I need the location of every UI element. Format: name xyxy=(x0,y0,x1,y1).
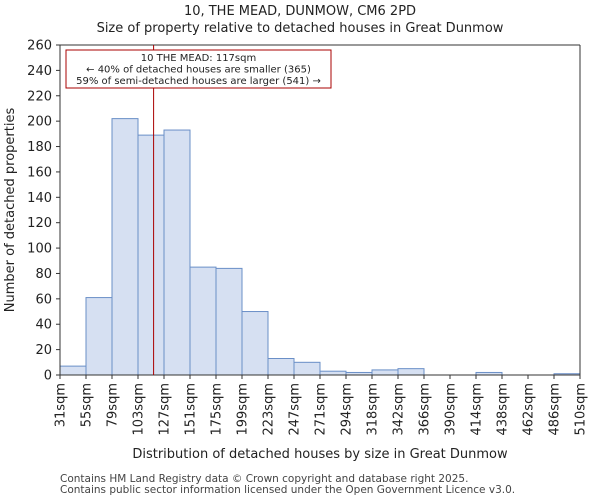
footer-copyright: Contains HM Land Registry data © Crown c… xyxy=(60,473,469,485)
y-tick-label: 100 xyxy=(27,242,52,257)
footer-licence: Contains public sector information licen… xyxy=(60,484,516,496)
bar-175sqm xyxy=(215,267,243,376)
x-tick-label: 510sqm xyxy=(574,383,589,436)
y-tick-label: 240 xyxy=(27,64,52,79)
x-tick-label: 366sqm xyxy=(418,383,433,436)
annotation-line-2: ← 40% of detached houses are smaller (36… xyxy=(86,65,311,76)
x-tick-label: 31sqm xyxy=(54,383,69,427)
y-tick-label: 160 xyxy=(27,165,52,180)
chart-title: 10, THE MEAD, DUNMOW, CM6 2PD xyxy=(183,4,417,19)
x-tick-label: 390sqm xyxy=(444,383,459,436)
x-tick-label: 55sqm xyxy=(80,383,95,427)
annotation-line-3: 59% of semi-detached houses are larger (… xyxy=(76,76,321,87)
bar-151sqm xyxy=(189,266,217,376)
y-tick-label: 140 xyxy=(27,191,52,206)
x-tick-label: 438sqm xyxy=(496,383,511,436)
y-tick-label: 220 xyxy=(27,89,52,104)
x-tick-label: 103sqm xyxy=(132,383,147,436)
annotation-box: 10 THE MEAD: 117sqm ← 40% of detached ho… xyxy=(65,49,332,89)
bar-79sqm xyxy=(111,118,139,376)
annotation-border xyxy=(65,49,332,89)
x-tick-label: 318sqm xyxy=(366,383,381,436)
y-tick-label: 260 xyxy=(27,39,52,54)
x-axis-label: Distribution of detached houses by size … xyxy=(132,447,508,462)
y-tick-label: 120 xyxy=(27,216,52,231)
x-tick-label: 462sqm xyxy=(522,383,537,436)
x-tick-label: 486sqm xyxy=(548,383,563,436)
x-tick-label: 79sqm xyxy=(106,383,121,427)
bar-31sqm xyxy=(59,365,87,376)
bar-318sqm xyxy=(371,369,399,376)
y-axis-label: Number of detached properties xyxy=(3,108,18,313)
bar-271sqm xyxy=(319,370,347,376)
x-tick-label: 127sqm xyxy=(158,383,173,436)
x-tick-label: 151sqm xyxy=(184,383,199,436)
bars-group xyxy=(59,118,581,376)
y-tick-label: 40 xyxy=(35,318,52,333)
y-tick-label: 20 xyxy=(35,343,52,358)
x-tick-label: 271sqm xyxy=(314,383,329,436)
x-tick-label: 342sqm xyxy=(392,383,407,436)
annotation-line-1: 10 THE MEAD: 117sqm xyxy=(141,53,256,64)
x-tick-label: 199sqm xyxy=(236,383,251,436)
bar-103sqm xyxy=(137,134,165,376)
bar-199sqm xyxy=(241,311,269,376)
y-tick-label: 180 xyxy=(27,140,52,155)
bar-55sqm xyxy=(85,297,113,376)
bar-223sqm xyxy=(267,358,295,376)
x-tick-label: 294sqm xyxy=(340,383,355,436)
y-ticks-group: 0 20 40 60 80 100 120 140 160 180 200 220 240 260 xyxy=(27,39,60,384)
bar-247sqm xyxy=(293,361,321,376)
y-tick-label: 0 xyxy=(44,369,52,384)
chart-subtitle: Size of property relative to detached ho… xyxy=(96,21,504,36)
x-tick-label: 175sqm xyxy=(210,383,225,436)
y-tick-label: 80 xyxy=(35,267,52,282)
bar-342sqm xyxy=(397,368,425,376)
x-tick-label: 223sqm xyxy=(262,383,277,436)
x-ticks-group: 31sqm 55sqm 79sqm 103sqm 127sqm 151sqm 175sqm 1… xyxy=(54,375,589,436)
bar-127sqm xyxy=(163,129,191,376)
x-tick-label: 247sqm xyxy=(288,383,303,436)
x-tick-label: 414sqm xyxy=(470,383,485,436)
y-tick-label: 60 xyxy=(35,292,52,307)
y-tick-label: 200 xyxy=(27,115,52,130)
